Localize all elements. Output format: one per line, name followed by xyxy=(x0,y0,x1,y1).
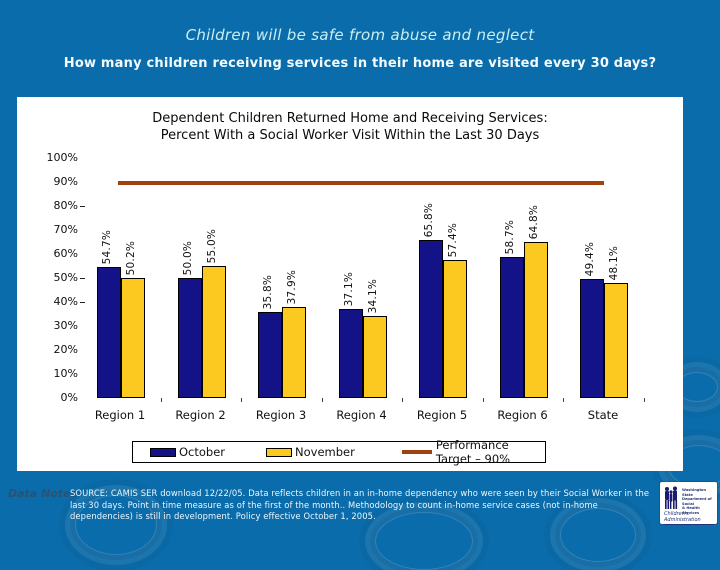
data-notes-label: Data Notes xyxy=(8,487,78,500)
x-axis-label: Region 6 xyxy=(497,408,548,422)
x-axis-label: Region 5 xyxy=(416,408,468,422)
slide-subtitle: How many children receiving services in … xyxy=(63,56,657,71)
slide-title: Children will be safe from abuse and neg… xyxy=(185,26,535,44)
legend-item-november: November xyxy=(266,445,355,459)
chart-legend: October November Performance Target – 90… xyxy=(132,438,546,466)
bar-value-label: 48.1% xyxy=(608,245,620,280)
bar-october-region-4 xyxy=(338,309,363,398)
bar-november-region-3 xyxy=(282,307,306,398)
y-axis-tick-label: 90% xyxy=(53,175,78,188)
target-line-swatch-icon xyxy=(401,450,432,454)
x-axis-tick-mark xyxy=(402,398,403,402)
logo-text-line3: & Health Services xyxy=(682,506,700,515)
y-axis-tick-mark xyxy=(80,302,85,303)
x-axis-tick-mark xyxy=(482,398,484,402)
x-axis-label: Region 3 xyxy=(255,408,307,422)
x-axis-label: Region 1 xyxy=(94,408,146,422)
bar-value-label: 55.0% xyxy=(205,228,218,263)
bar-value-label: 37.9% xyxy=(286,269,298,304)
logo-text: Washington State Department of Social & … xyxy=(682,488,715,516)
x-axis-tick-mark xyxy=(241,398,242,402)
bar-november-state xyxy=(604,283,628,398)
y-axis-tick-mark xyxy=(80,206,85,207)
bar-november-region-4 xyxy=(362,316,387,398)
legend-label-october: October xyxy=(179,445,226,459)
y-axis-tick-label: 30% xyxy=(53,319,78,332)
bar-value-label: 50.0% xyxy=(181,240,194,275)
y-axis-tick-label: 50% xyxy=(53,271,78,284)
x-axis-label: Region 2 xyxy=(175,408,226,422)
y-axis-tick-label: 40% xyxy=(53,295,78,308)
bar-october-region-3 xyxy=(258,312,282,398)
bar-value-label: 54.7% xyxy=(101,229,113,264)
agency-logo: Washington State Department of Social & … xyxy=(660,482,717,525)
chart-title-line1: Dependent Children Returned Home and Rec… xyxy=(152,111,548,126)
november-swatch-icon xyxy=(266,447,293,457)
bar-october-region-5 xyxy=(419,240,443,398)
logo-script-text: Children's Administration xyxy=(664,511,714,525)
bar-value-label: 65.8% xyxy=(423,202,435,237)
bar-value-label: 64.8% xyxy=(527,204,540,239)
x-axis-tick-mark xyxy=(563,398,564,402)
x-axis-tick-mark xyxy=(160,398,162,402)
bar-november-region-1 xyxy=(121,278,145,398)
x-axis-tick-mark xyxy=(643,398,645,402)
chart-title-line2: Percent With a Social Worker Visit Withi… xyxy=(160,128,540,143)
y-axis-tick-label: 80% xyxy=(53,199,78,212)
legend-item-october: October xyxy=(150,445,225,459)
y-axis-tick-label: 60% xyxy=(53,247,78,260)
bar-november-region-6 xyxy=(523,242,548,398)
chart-panel: Dependent Children Returned Home and Rec… xyxy=(17,97,683,471)
x-axis-tick-mark xyxy=(321,398,323,402)
logo-text-line1: Washington State xyxy=(682,488,707,497)
chart-title: Dependent Children Returned Home and Rec… xyxy=(17,110,683,144)
bar-value-label: 37.1% xyxy=(342,271,355,306)
bar-november-region-5 xyxy=(443,260,467,398)
y-axis-tick-label: 0% xyxy=(60,391,78,404)
bar-value-label: 49.4% xyxy=(584,241,596,276)
y-axis-tick-label: 70% xyxy=(53,223,78,236)
y-axis-tick-label: 100% xyxy=(46,151,78,164)
data-notes-text: SOURCE: CAMIS SER download 12/22/05. Dat… xyxy=(70,488,650,521)
bar-october-state xyxy=(580,279,604,398)
bar-value-label: 34.1% xyxy=(366,278,379,313)
people-figures-icon xyxy=(665,486,678,509)
performance-target-line xyxy=(118,181,604,185)
x-axis-label: Region 4 xyxy=(336,408,387,422)
bar-value-label: 58.7% xyxy=(503,219,516,254)
bar-value-label: 35.8% xyxy=(262,274,274,309)
logo-text-line2: Department of Social xyxy=(682,497,712,506)
bar-november-region-2 xyxy=(201,266,226,398)
x-axis-label: State xyxy=(587,408,619,422)
october-swatch-icon xyxy=(150,447,176,457)
bar-october-region-6 xyxy=(499,257,524,398)
bar-october-region-2 xyxy=(177,278,202,398)
legend-item-target: Performance Target – 90% xyxy=(401,438,545,466)
legend-label-november: November xyxy=(295,445,355,459)
y-axis-tick-label: 10% xyxy=(53,367,78,380)
legend-label-target: Performance Target – 90% xyxy=(435,438,511,466)
y-axis-tick-label: 20% xyxy=(53,343,78,356)
bar-value-label: 57.4% xyxy=(447,222,459,257)
y-axis-tick-mark xyxy=(80,278,85,279)
bar-october-region-1 xyxy=(97,267,121,398)
bar-value-label: 50.2% xyxy=(125,240,137,275)
